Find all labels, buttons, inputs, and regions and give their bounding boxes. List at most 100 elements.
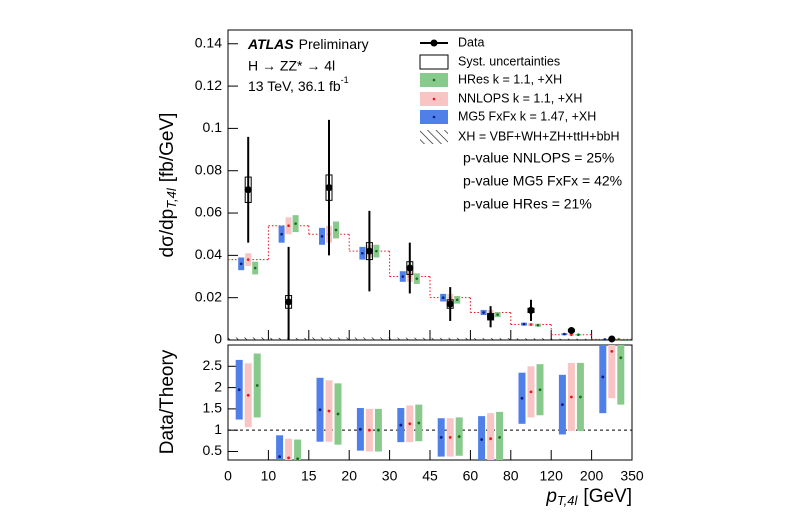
lumi: 13 TeV, 36.1 fb-1 xyxy=(248,75,349,93)
legend-symbol xyxy=(420,130,448,144)
ratio-marker xyxy=(318,408,322,412)
prediction-marker xyxy=(617,338,621,341)
ratio-tick-label: 0.5 xyxy=(203,442,223,458)
ratio-marker xyxy=(359,427,362,431)
ratio-tick-label: 2.5 xyxy=(203,357,223,373)
ratio-marker xyxy=(601,375,605,379)
prediction-marker xyxy=(441,296,445,299)
prediction-marker xyxy=(563,332,566,336)
ratio-tick-label: 1 xyxy=(214,421,222,437)
x-tick-label: 200 xyxy=(580,468,604,484)
prediction-marker xyxy=(320,235,324,238)
prediction-marker xyxy=(577,333,580,337)
status: Preliminary xyxy=(299,36,369,52)
ratio-marker xyxy=(408,422,412,426)
x-tick-label: 60 xyxy=(463,468,479,484)
atlas: ATLAS xyxy=(247,36,294,52)
xh-hatch xyxy=(228,337,269,340)
prediction-marker xyxy=(401,275,405,278)
ratio-band xyxy=(608,345,616,399)
ratio-marker xyxy=(480,438,483,441)
ratio-marker xyxy=(336,412,340,416)
ratio-marker xyxy=(529,390,533,394)
prediction-marker xyxy=(246,258,250,261)
data-point xyxy=(244,186,252,194)
xh-hatch xyxy=(430,337,471,340)
ratio-band xyxy=(285,438,293,460)
ratio-marker xyxy=(255,384,259,387)
lumi-text: 13 TeV, 36.1 fb xyxy=(248,78,341,94)
prediction-marker xyxy=(482,311,485,314)
ratio-marker xyxy=(296,457,299,461)
y-title-sub: T,4l xyxy=(164,187,179,209)
prediction-marker xyxy=(375,249,378,253)
prediction-marker xyxy=(294,222,297,225)
x-tick-label: 0 xyxy=(224,468,232,484)
legend-symbol xyxy=(432,97,436,101)
y-tick-label: 0.12 xyxy=(195,77,222,93)
x-tick-label: 30 xyxy=(382,468,398,484)
x-axis-title: pT,4l [GeV] xyxy=(545,486,632,508)
y-tick-label: 0.08 xyxy=(195,161,222,177)
ratio-marker xyxy=(520,396,524,400)
x-title-main: p xyxy=(545,486,557,507)
p-value: p-value HRes = 21% xyxy=(463,196,592,212)
ratio-marker xyxy=(327,409,331,413)
ratio-marker xyxy=(278,455,281,458)
ratio-band xyxy=(496,411,504,460)
y-tick-label: 0 xyxy=(214,331,222,347)
data-point xyxy=(406,264,414,272)
ratio-marker xyxy=(439,436,443,439)
xh-hatch xyxy=(551,338,592,340)
legend-label: MG5 FxFx k = 1.47, +XH xyxy=(458,109,596,123)
p-value: p-value MG5 FxFx = 42% xyxy=(463,173,622,189)
ratio-marker xyxy=(448,436,452,439)
prediction-marker xyxy=(280,232,283,236)
ratio-axis-title: Data/Theory xyxy=(157,349,178,454)
xh-hatch xyxy=(470,338,511,340)
ratio-marker xyxy=(237,388,241,392)
legend-symbol xyxy=(419,54,449,70)
prediction-marker xyxy=(455,298,459,302)
legend-label: NNLOPS k = 1.1, +XH xyxy=(458,91,582,105)
legend-label: Syst. uncertainties xyxy=(458,54,560,68)
ratio-marker xyxy=(610,349,614,353)
ratio-marker xyxy=(489,437,492,441)
ratio-marker xyxy=(619,356,623,360)
experiment-label: ATLAS Preliminary xyxy=(247,36,369,52)
xh-hatch xyxy=(308,337,350,340)
prediction-marker xyxy=(361,251,364,255)
prediction-marker xyxy=(253,266,257,270)
lumi-sup: -1 xyxy=(341,75,349,85)
ratio-band xyxy=(599,345,607,414)
prediction-marker xyxy=(570,333,573,337)
y-tick-label: 0.04 xyxy=(195,246,222,262)
y-tick-label: 0.02 xyxy=(195,288,222,304)
xh-hatch xyxy=(349,337,390,340)
prediction-marker xyxy=(536,323,540,327)
legend-label: Data xyxy=(458,35,484,49)
ratio-marker xyxy=(579,395,582,399)
data-point xyxy=(365,247,373,255)
legend-label: HRes k = 1.1, +XH xyxy=(458,72,562,86)
ratio-marker xyxy=(377,428,380,432)
x-tick-label: 45 xyxy=(422,468,438,484)
data-point xyxy=(567,326,575,334)
data-point xyxy=(487,313,495,321)
legend-symbol xyxy=(432,78,436,82)
ratio-band xyxy=(294,439,302,460)
x-tick-label: 80 xyxy=(503,468,519,484)
prediction-marker xyxy=(496,313,499,316)
ratio-band xyxy=(487,413,495,460)
data-point xyxy=(446,300,454,308)
ratio-marker xyxy=(368,428,371,432)
ratio-marker xyxy=(570,395,573,399)
y-title-main: dσ/dp xyxy=(157,209,178,258)
prediction-marker xyxy=(415,277,419,280)
ratio-marker xyxy=(498,436,501,439)
data-point xyxy=(285,298,293,306)
xh-hatch xyxy=(510,338,552,340)
x-tick-label: 10 xyxy=(261,468,277,484)
y-axis-title: dσ/dpT,4l [fb/GeV] xyxy=(157,113,179,258)
